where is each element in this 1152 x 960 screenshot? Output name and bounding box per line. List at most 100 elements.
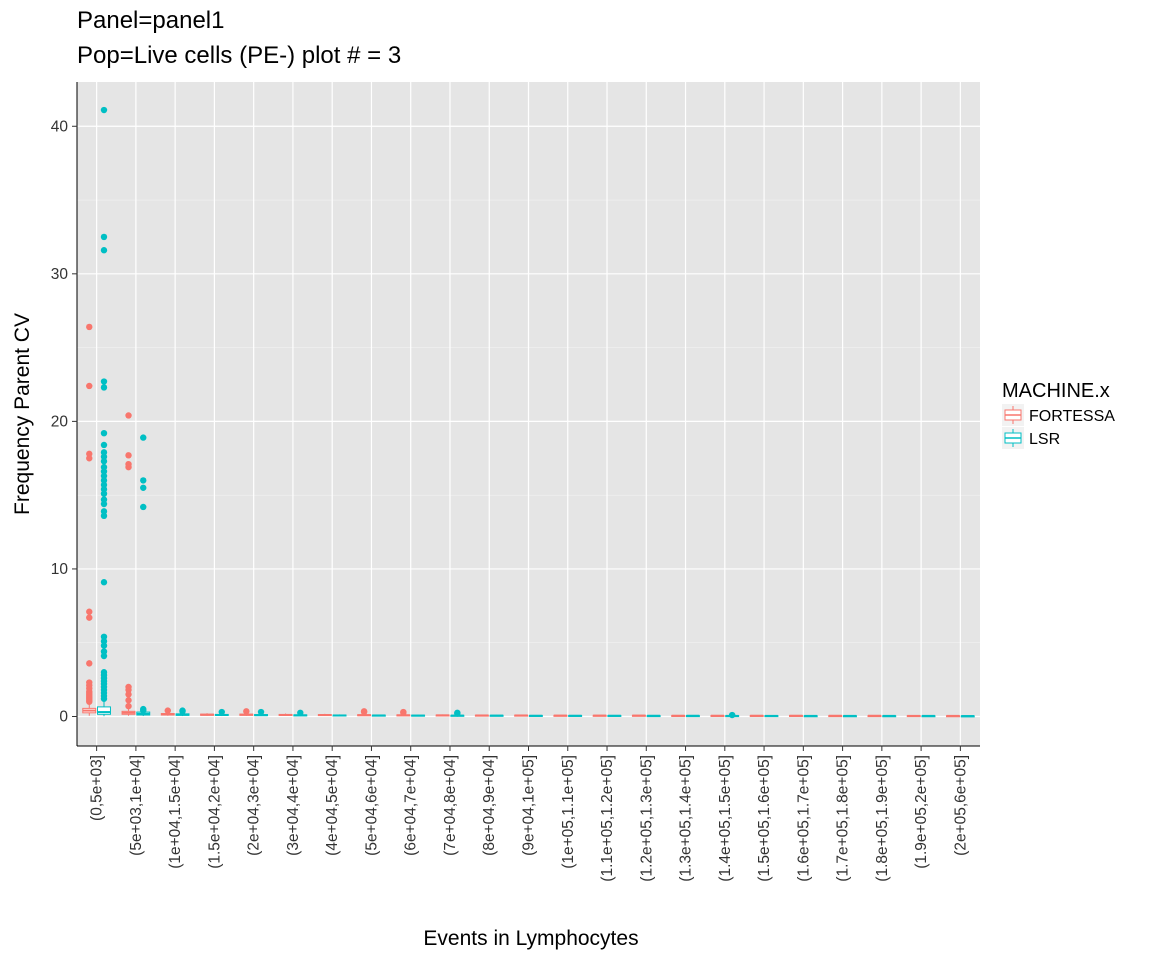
outlier-point [125, 463, 132, 471]
outlier-point [86, 698, 93, 705]
box-fortessa [239, 708, 254, 716]
box-lsr [332, 714, 347, 717]
legend-label: LSR [1029, 431, 1060, 448]
y-tick-label: 0 [59, 708, 68, 725]
outlier-point [400, 709, 407, 716]
box-lsr [136, 434, 151, 717]
x-tick-label: (1.5e+05,1.6e+05] [756, 755, 773, 882]
x-tick-label: (1e+05,1.1e+05] [560, 755, 577, 869]
x-tick-label: (2e+05,6e+05] [952, 755, 969, 856]
box-lsr [803, 714, 818, 718]
x-tick-label: (1.7e+05,1.8e+05] [835, 755, 852, 882]
outlier-point [100, 648, 108, 655]
outlier-point [100, 472, 108, 480]
outlier-point [86, 450, 93, 458]
outlier-point [140, 503, 147, 511]
x-axis-ticks: (0,5e+03] (5e+03,1e+04] (1e+04,1.5e+04] (1.… [89, 746, 969, 882]
x-tick-label: (1.8e+05,1.9e+05] [874, 755, 891, 882]
box-fortessa [788, 714, 803, 717]
outlier-point [728, 711, 736, 719]
outlier-point [86, 323, 93, 331]
outlier-point [140, 434, 147, 441]
box-fortessa [82, 323, 97, 716]
outlier-point [100, 496, 108, 503]
chart-subtitle: Pop=Live cells (PE-) plot # = 3 [77, 42, 401, 69]
outlier-point [100, 453, 108, 460]
box-fortessa [749, 714, 764, 717]
outlier-point [86, 660, 93, 667]
box-fortessa [631, 714, 646, 717]
outlier-point [100, 633, 108, 641]
x-tick-label: (5e+04,6e+04] [363, 755, 380, 856]
outlier-point [100, 106, 108, 114]
box-lsr [685, 714, 700, 718]
x-tick-label: (1.3e+05,1.4e+05] [678, 755, 695, 882]
x-tick-label: (5e+03,1e+04] [128, 755, 145, 856]
outlier-point [454, 710, 461, 717]
box-lsr [450, 709, 465, 717]
x-tick-label: (4e+04,5e+04] [324, 755, 341, 856]
box-lsr [764, 714, 779, 718]
outlier-point [100, 477, 108, 484]
outlier-point [100, 695, 108, 702]
box-lsr [528, 714, 543, 717]
x-tick-label: (8e+04,9e+04] [481, 755, 498, 856]
outlier-point [100, 508, 108, 515]
outlier-point [257, 708, 265, 716]
box-lsr [725, 711, 740, 719]
box-lsr [960, 715, 975, 718]
box-lsr [411, 714, 426, 717]
outlier-point [100, 638, 108, 645]
outlier-point [100, 233, 108, 241]
box-fortessa [592, 714, 607, 717]
outlier-point [100, 378, 108, 385]
outlier-point [297, 709, 304, 716]
box-lsr [568, 714, 583, 717]
x-tick-label: (3e+04,4e+04] [285, 755, 302, 856]
box-fortessa [200, 713, 215, 716]
outlier-point [100, 463, 108, 471]
outlier-point [100, 500, 108, 508]
outlier-point [140, 477, 147, 484]
x-tick-label: (0,5e+03] [89, 755, 106, 821]
x-tick-label: (1.6e+05,1.7e+05] [795, 755, 812, 882]
outlier-point [243, 708, 250, 715]
box-fortessa [867, 714, 882, 718]
x-tick-label: (1.5e+04,2e+04] [206, 755, 223, 869]
outlier-point [100, 429, 108, 437]
chart-title: Panel=panel1 [77, 7, 224, 34]
legend-item-lsr: LSR [1002, 427, 1060, 449]
x-tick-label: (1e+04,1.5e+04] [167, 755, 184, 869]
outlier-point [100, 642, 108, 649]
outlier-point [86, 455, 93, 462]
outlier-point [218, 708, 225, 716]
outlier-point [100, 579, 108, 586]
outlier-point [100, 486, 108, 493]
outlier-point [100, 458, 108, 465]
outlier-point [86, 614, 93, 621]
outlier-point [125, 702, 132, 710]
x-tick-label: (1.4e+05,1.5e+05] [717, 755, 734, 882]
box-lsr [646, 714, 661, 718]
outlier-point [179, 708, 186, 715]
x-tick-label: (9e+04,1e+05] [521, 755, 538, 856]
box-fortessa [553, 714, 568, 717]
outlier-point [100, 652, 108, 660]
box-lsr [882, 714, 897, 718]
outlier-point [125, 691, 132, 698]
outlier-point [100, 449, 108, 456]
grid-lines [77, 82, 980, 746]
box-fortessa [278, 713, 293, 717]
box-fortessa [160, 707, 175, 716]
y-tick-label: 10 [51, 561, 69, 578]
outlier-point [100, 468, 108, 475]
y-axis-title: Frequency Parent CV [11, 313, 34, 515]
y-tick-label: 40 [51, 118, 69, 135]
outlier-point [100, 441, 108, 449]
box-lsr [607, 714, 622, 717]
outlier-point [86, 608, 93, 615]
legend-item-fortessa: FORTESSA [1002, 404, 1115, 426]
x-tick-label: (2e+04,3e+04] [246, 755, 263, 856]
outlier-point [86, 382, 93, 390]
